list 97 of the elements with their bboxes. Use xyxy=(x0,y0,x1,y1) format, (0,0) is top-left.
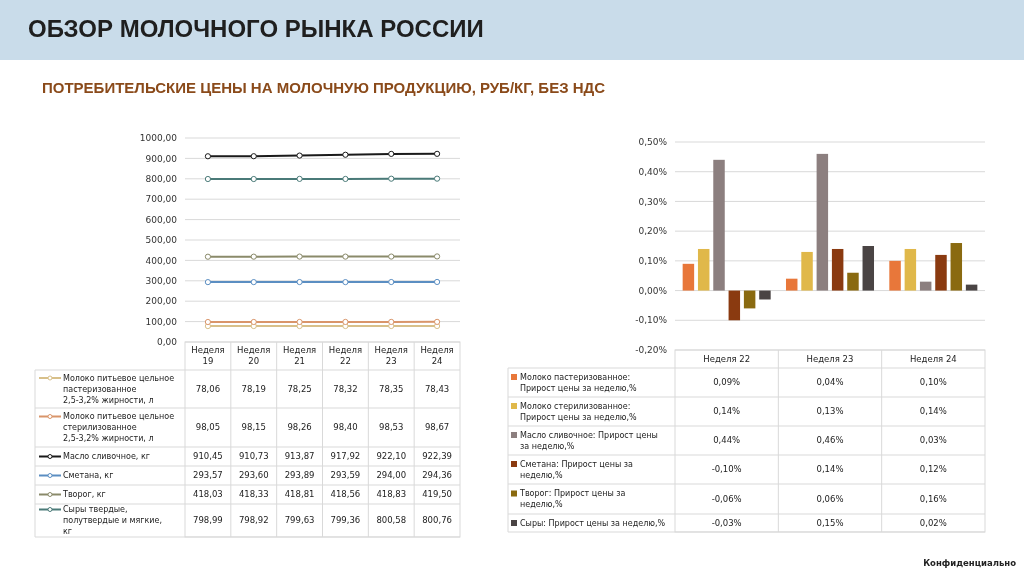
x-tick-label: Неделя 23 xyxy=(374,345,408,367)
data-label: 78,25 xyxy=(287,383,312,394)
data-label: 293,57 xyxy=(193,470,223,481)
legend-label: Молоко пастеризованное: Прирост цены за неделю,% xyxy=(520,372,638,393)
data-label: 800,76 xyxy=(422,515,452,526)
data-label: 294,36 xyxy=(422,470,452,481)
data-label: 0,15% xyxy=(816,517,844,528)
legend-label: Сметана, кг xyxy=(63,471,114,481)
y-tick-label: 1000,00 xyxy=(139,133,178,144)
data-label: 293,60 xyxy=(238,470,269,481)
x-tick-label: Неделя 21 xyxy=(282,345,317,367)
y-tick-label: 100,00 xyxy=(145,316,178,327)
y-tick-label: 300,00 xyxy=(145,275,178,286)
data-label: 78,19 xyxy=(241,383,266,394)
data-label: 913,87 xyxy=(284,451,315,462)
data-label: -0,06% xyxy=(711,493,742,504)
y-tick-label: 0,50% xyxy=(638,137,668,148)
data-label: -0,10% xyxy=(711,464,742,475)
legend-label: Молоко питьевое цельное стерилизованное 2,5-3,2% жирности, л xyxy=(63,412,175,444)
data-label: 0,14% xyxy=(816,464,844,475)
x-tick-label: Неделя 20 xyxy=(237,345,271,367)
data-label: 0,14% xyxy=(713,406,741,417)
y-tick-label: 500,00 xyxy=(145,235,178,246)
data-label: 98,05 xyxy=(195,422,221,433)
x-tick-label: Неделя 19 xyxy=(191,345,225,367)
x-tick-label: Неделя 24 xyxy=(909,353,957,364)
data-label: -0,03% xyxy=(711,517,742,528)
data-label: 98,15 xyxy=(241,422,266,433)
data-label: 0,09% xyxy=(713,377,741,388)
data-label: 0,02% xyxy=(919,517,947,528)
data-label: 78,43 xyxy=(424,383,450,394)
legend-label: Творог: Прирост цены за неделю,% xyxy=(519,489,626,510)
x-tick-label: Неделя 22 xyxy=(328,345,363,367)
data-label: 799,36 xyxy=(330,515,361,526)
legend-label: Масло сливочное: Прирост цены за неделю,% xyxy=(520,430,658,451)
data-label: 418,33 xyxy=(238,489,269,500)
data-label: 419,50 xyxy=(422,489,452,500)
data-label: 78,06 xyxy=(195,383,221,394)
data-label: 98,53 xyxy=(379,422,404,433)
data-label: 78,32 xyxy=(333,383,358,394)
y-tick-label: 0,10% xyxy=(638,256,668,267)
x-tick-label: Неделя 22 xyxy=(703,353,751,364)
y-tick-label: 0,20% xyxy=(638,226,668,237)
data-label: 0,44% xyxy=(713,435,741,446)
y-tick-label: 400,00 xyxy=(145,255,178,266)
y-tick-label: 700,00 xyxy=(145,194,178,205)
data-label: 0,16% xyxy=(919,493,947,504)
data-label: 0,13% xyxy=(816,406,844,417)
data-label: 0,46% xyxy=(816,435,844,446)
data-label: 917,92 xyxy=(330,451,361,462)
y-tick-label: 0,00% xyxy=(638,285,668,296)
data-label: 922,39 xyxy=(422,451,452,462)
legend-label: Молоко стерилизованное: Прирост цены за неделю,% xyxy=(520,401,638,422)
data-label: 922,10 xyxy=(376,451,407,462)
y-tick-label: 900,00 xyxy=(145,153,178,164)
data-label: 910,45 xyxy=(193,451,223,462)
data-label: 293,59 xyxy=(330,470,361,481)
data-label: 798,99 xyxy=(193,515,223,526)
data-label: 98,26 xyxy=(287,422,312,433)
data-label: 78,35 xyxy=(379,383,404,394)
data-label: 0,03% xyxy=(919,435,947,446)
legend-label: Сметана: Прирост цены за неделю,% xyxy=(520,459,634,480)
data-label: 799,63 xyxy=(284,515,315,526)
y-tick-label: 0,30% xyxy=(638,196,668,207)
x-tick-label: Неделя 24 xyxy=(420,345,454,367)
y-tick-label: 0,40% xyxy=(638,166,668,177)
y-tick-label: -0,20% xyxy=(635,345,668,356)
legend-label: Творог, кг xyxy=(62,490,106,500)
data-label: 0,04% xyxy=(816,377,844,388)
data-label: 798,92 xyxy=(238,515,269,526)
data-label: 293,89 xyxy=(284,470,315,481)
text: Конфиденциально xyxy=(923,558,1017,568)
data-label: 98,40 xyxy=(333,422,358,433)
data-label: 418,81 xyxy=(284,489,315,500)
chart-title: ОБЗОР МОЛОЧНОГО РЫНКА РОССИИ xyxy=(28,15,484,42)
data-label: 800,58 xyxy=(376,515,407,526)
data-label: 294,00 xyxy=(376,470,407,481)
y-tick-label: -0,10% xyxy=(635,315,668,326)
data-label: 910,73 xyxy=(238,451,269,462)
y-tick-label: 200,00 xyxy=(145,296,178,307)
data-label: 418,56 xyxy=(330,489,361,500)
y-tick-label: 600,00 xyxy=(145,214,178,225)
legend-label: Молоко питьевое цельное пастеризованное 2,5-3,2% жирности, л xyxy=(63,373,175,405)
legend-label: Сыры: Прирост цены за неделю,% xyxy=(520,518,666,528)
data-label: 418,03 xyxy=(193,489,223,500)
chart-subtitle: ПОТРЕБИТЕЛЬСКИЕ ЦЕНЫ НА МОЛОЧНУЮ ПРОДУКЦИЮ, РУБ/КГ, БЕЗ НДС xyxy=(42,79,606,96)
legend-label: Масло сливочное, кг xyxy=(63,452,150,462)
y-tick-label: 800,00 xyxy=(145,173,178,184)
data-label: 0,06% xyxy=(816,493,844,504)
x-tick-label: Неделя 23 xyxy=(806,353,854,364)
y-tick-label: 0,00 xyxy=(156,337,178,348)
data-label: 0,10% xyxy=(919,377,947,388)
data-label: 0,12% xyxy=(919,464,947,475)
legend-label: Сыры твердые, полутвердые и мягкие, кг xyxy=(63,505,162,537)
data-label: 418,83 xyxy=(376,489,407,500)
data-label: 98,67 xyxy=(424,422,450,433)
data-label: 0,14% xyxy=(919,406,947,417)
